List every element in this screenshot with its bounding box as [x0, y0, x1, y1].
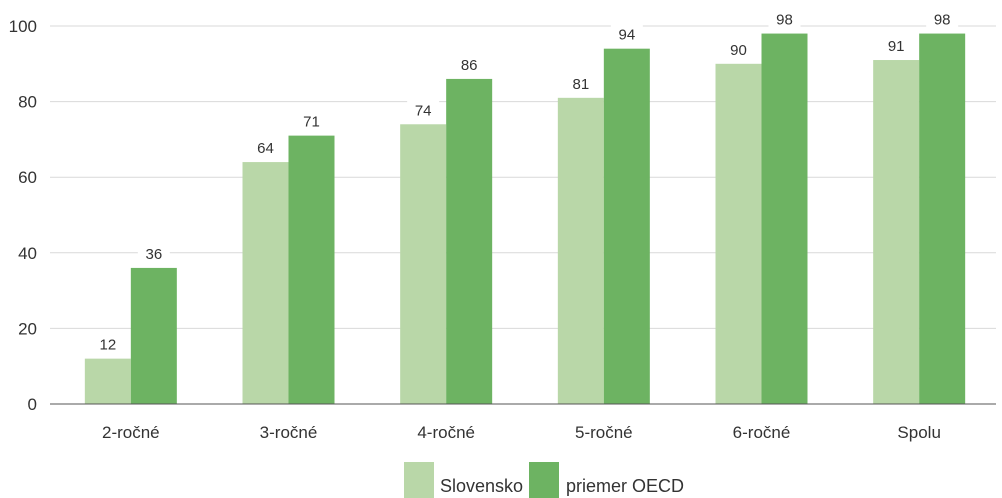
- x-axis-tick-labels: 2-ročné 3-ročné 4-ročné 5-ročné 6-ročné Spolu: [102, 423, 941, 442]
- legend-swatch-slovensko: [404, 462, 434, 498]
- x-tick-label: 3-ročné: [260, 423, 318, 442]
- y-tick-label: 80: [18, 93, 37, 112]
- bar-slovensko-spolu: [873, 60, 920, 405]
- bars: [84, 33, 966, 405]
- bar-priemer-oecd-spolu: [919, 33, 966, 405]
- data-label-priemer-oecd-5-rocne: 94: [618, 27, 635, 44]
- bar-slovensko-6-rocne: [715, 63, 762, 405]
- data-label-background: [926, 9, 959, 28]
- data-label-background: [137, 243, 170, 262]
- bar-slovensko-3-rocne: [242, 162, 289, 404]
- bar-priemer-oecd-4-rocne: [446, 78, 493, 405]
- data-label-slovensko-3-rocne: 64: [257, 140, 274, 157]
- data-label-priemer-oecd-spolu: 98: [934, 12, 951, 29]
- x-tick-label: 2-ročné: [102, 423, 160, 442]
- y-tick-label: 40: [18, 244, 37, 263]
- data-labels: 12 36 64 71 74 86 81 94 90 98 91 98: [91, 9, 959, 354]
- bar-slovensko-5-rocne: [557, 97, 604, 404]
- bar-slovensko-2-rocne: [84, 358, 131, 404]
- data-label-background: [453, 54, 486, 73]
- data-label-background: [407, 100, 440, 119]
- data-label-background: [249, 138, 282, 157]
- x-tick-label: 6-ročné: [733, 423, 791, 442]
- data-label-background: [295, 111, 328, 130]
- y-tick-label: 100: [9, 17, 37, 36]
- x-tick-label: 4-ročné: [417, 423, 475, 442]
- data-label-background: [564, 73, 597, 92]
- legend-swatch-priemer-oecd: [529, 462, 559, 498]
- data-label-slovensko-2-rocne: 12: [99, 337, 116, 354]
- y-axis-tick-labels: 0 20 40 60 80 100: [9, 17, 37, 414]
- data-label-priemer-oecd-4-rocne: 86: [461, 57, 478, 74]
- data-label-priemer-oecd-6-rocne: 98: [776, 12, 793, 29]
- data-label-background: [880, 36, 913, 55]
- bar-priemer-oecd-2-rocne: [130, 267, 177, 404]
- legend-label-priemer-oecd: priemer OECD: [566, 476, 684, 496]
- data-label-background: [722, 39, 755, 58]
- data-label-priemer-oecd-2-rocne: 36: [145, 246, 162, 263]
- data-label-background: [768, 9, 801, 28]
- gridlines: [50, 25, 996, 329]
- data-label-slovensko-6-rocne: 90: [730, 42, 747, 59]
- data-label-slovensko-4-rocne: 74: [415, 102, 432, 119]
- data-label-background: [91, 334, 124, 353]
- legend-label-slovensko: Slovensko: [440, 476, 523, 496]
- x-tick-label: Spolu: [897, 423, 940, 442]
- y-tick-label: 60: [18, 168, 37, 187]
- bar-slovensko-4-rocne: [400, 124, 447, 404]
- data-label-background: [610, 24, 643, 43]
- data-label-slovensko-5-rocne: 81: [572, 76, 589, 93]
- data-label-priemer-oecd-3-rocne: 71: [303, 114, 320, 131]
- y-tick-label: 0: [28, 395, 37, 414]
- legend: Slovensko priemer OECD: [404, 462, 684, 498]
- bar-priemer-oecd-5-rocne: [603, 48, 650, 405]
- y-tick-label: 20: [18, 319, 37, 338]
- x-tick-label: 5-ročné: [575, 423, 633, 442]
- bar-priemer-oecd-6-rocne: [761, 33, 808, 405]
- bar-priemer-oecd-3-rocne: [288, 135, 335, 404]
- data-label-slovensko-spolu: 91: [888, 38, 905, 55]
